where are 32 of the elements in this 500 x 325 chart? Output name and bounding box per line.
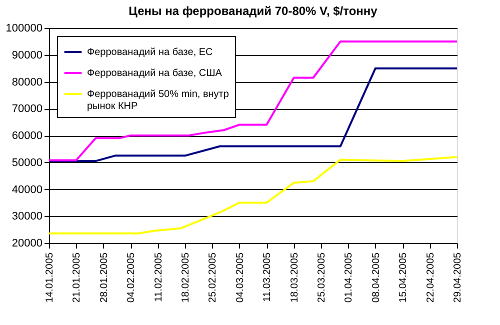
y-tick-label: 20000 (12, 238, 42, 250)
x-tick-label: 29.04.2005 (452, 252, 464, 303)
x-tick-label: 11.03.2005 (262, 252, 274, 302)
x-tick-label: 15.04.2005 (398, 252, 410, 303)
y-tick-label: 60000 (12, 130, 42, 142)
x-tick-label: 01.04.2005 (344, 252, 355, 303)
x-tick-label: 18.02.2005 (180, 252, 192, 303)
line-series (48, 40, 458, 162)
y-tick-label: 30000 (12, 210, 42, 223)
y-tick-label: 40000 (12, 184, 42, 196)
legend-label: Феррованадий на базе, ЕС (87, 47, 213, 58)
x-tick-label: 04.02.2005 (126, 252, 138, 303)
x-tick-label: 25.02.2005 (208, 252, 219, 303)
x-tick-label: 08.04.2005 (370, 252, 382, 303)
y-tick-label: 80000 (12, 76, 42, 88)
legend-label: Феррованадий на базе, США (87, 68, 222, 79)
x-tick-label: 28.01.2005 (98, 252, 110, 303)
x-tick-label: 18.03.2005 (289, 252, 300, 303)
line-series (48, 67, 458, 162)
x-tick-label: 21.01.2005 (72, 252, 83, 303)
x-tick-label: 14.01.2005 (44, 252, 56, 303)
x-tick-label: 04.03.2005 (234, 252, 246, 303)
y-tick-label: 90000 (12, 49, 42, 62)
y-tick-label: 70000 (12, 103, 42, 116)
legend-label: Феррованадий 50% min, внутр рынок КНР (87, 89, 230, 112)
line-series (48, 156, 458, 234)
x-tick-label: 25.03.2005 (316, 252, 328, 303)
y-tick-label: 50000 (12, 156, 42, 169)
x-tick-label: 11.02.2005 (153, 252, 164, 302)
chart-title: Цены на феррованадий 70-80% V, $/тонну (128, 4, 378, 18)
x-tick-label: 22.04.2005 (425, 252, 436, 303)
y-tick-label: 100000 (6, 22, 42, 34)
